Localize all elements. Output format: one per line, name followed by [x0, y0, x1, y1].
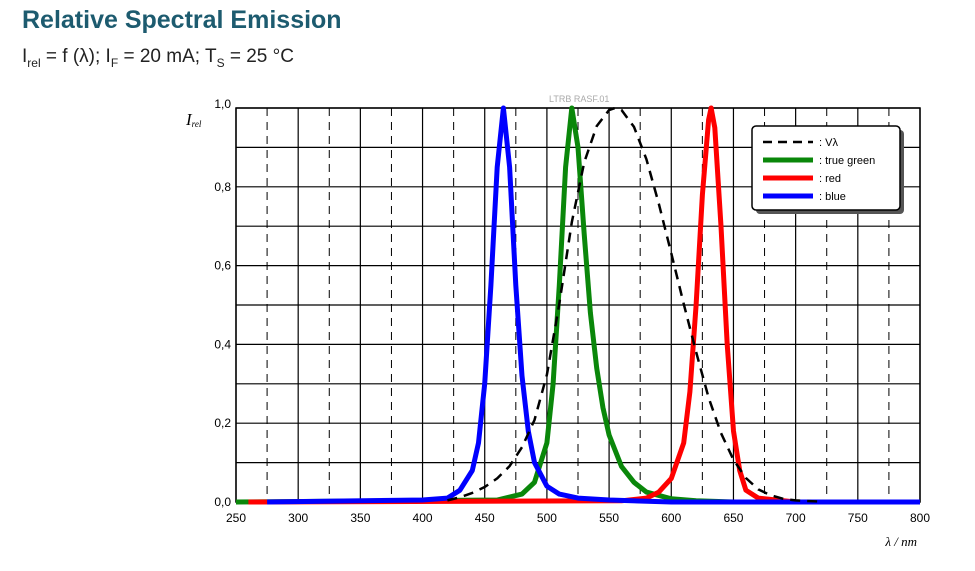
- series-line-blue: [267, 105, 920, 505]
- x-tick-label: 250: [226, 511, 246, 525]
- series-line-red: [248, 105, 920, 505]
- series-line-v-lambda: [447, 106, 821, 503]
- x-tick-label: 650: [723, 511, 743, 525]
- chart-subtitle: Irel = f (λ); IF = 20 mA; TS = 25 °C: [22, 46, 294, 70]
- legend-box: [751, 125, 901, 211]
- x-axis-label: λ / nm: [884, 534, 917, 549]
- x-tick-label: 450: [475, 511, 495, 525]
- series-line-true-green: [235, 105, 920, 505]
- legend-label: : true green: [819, 155, 875, 167]
- y-tick-label: 0,2: [214, 416, 231, 430]
- x-tick-label: 750: [848, 511, 868, 525]
- y-tick-label: 0,0: [214, 495, 231, 509]
- legend-label: : Vλ: [819, 137, 838, 149]
- subtitle-part: I: [22, 46, 28, 67]
- y-tick-label: 0,6: [214, 259, 231, 273]
- x-tick-label: 600: [661, 511, 681, 525]
- legend: : Vλ : true green : red : blue: [751, 125, 904, 214]
- y-tick-label: 1,0: [214, 97, 231, 111]
- y-axis-label: Irel: [185, 110, 202, 129]
- page-title: Relative Spectral Emission: [22, 6, 342, 34]
- x-tick-label: 550: [599, 511, 619, 525]
- x-tick-label: 800: [910, 511, 930, 525]
- x-tick-label: 350: [350, 511, 370, 525]
- y-tick-label: 0,4: [214, 337, 231, 351]
- subtitle-sub: rel: [27, 55, 41, 70]
- legend-label: : blue: [819, 191, 846, 203]
- subtitle-part: = f (λ); I: [40, 46, 111, 67]
- subtitle-sub: S: [216, 55, 225, 70]
- tick-labels: 250 300 350 400 450 500 550 600 650 700 750 800 0,0 0…: [214, 97, 930, 525]
- legend-label: : red: [819, 173, 841, 185]
- subtitle-part: = 25 °C: [224, 46, 294, 67]
- x-tick-label: 700: [786, 511, 806, 525]
- watermark: LTRB RASF.01: [549, 94, 609, 104]
- x-tick-label: 500: [537, 511, 557, 525]
- subtitle-sub: F: [110, 55, 119, 70]
- subtitle-part: = 20 mA; T: [118, 46, 217, 67]
- x-tick-label: 400: [413, 511, 433, 525]
- y-tick-label: 0,8: [214, 180, 231, 194]
- curves: [235, 105, 920, 505]
- x-tick-label: 300: [288, 511, 308, 525]
